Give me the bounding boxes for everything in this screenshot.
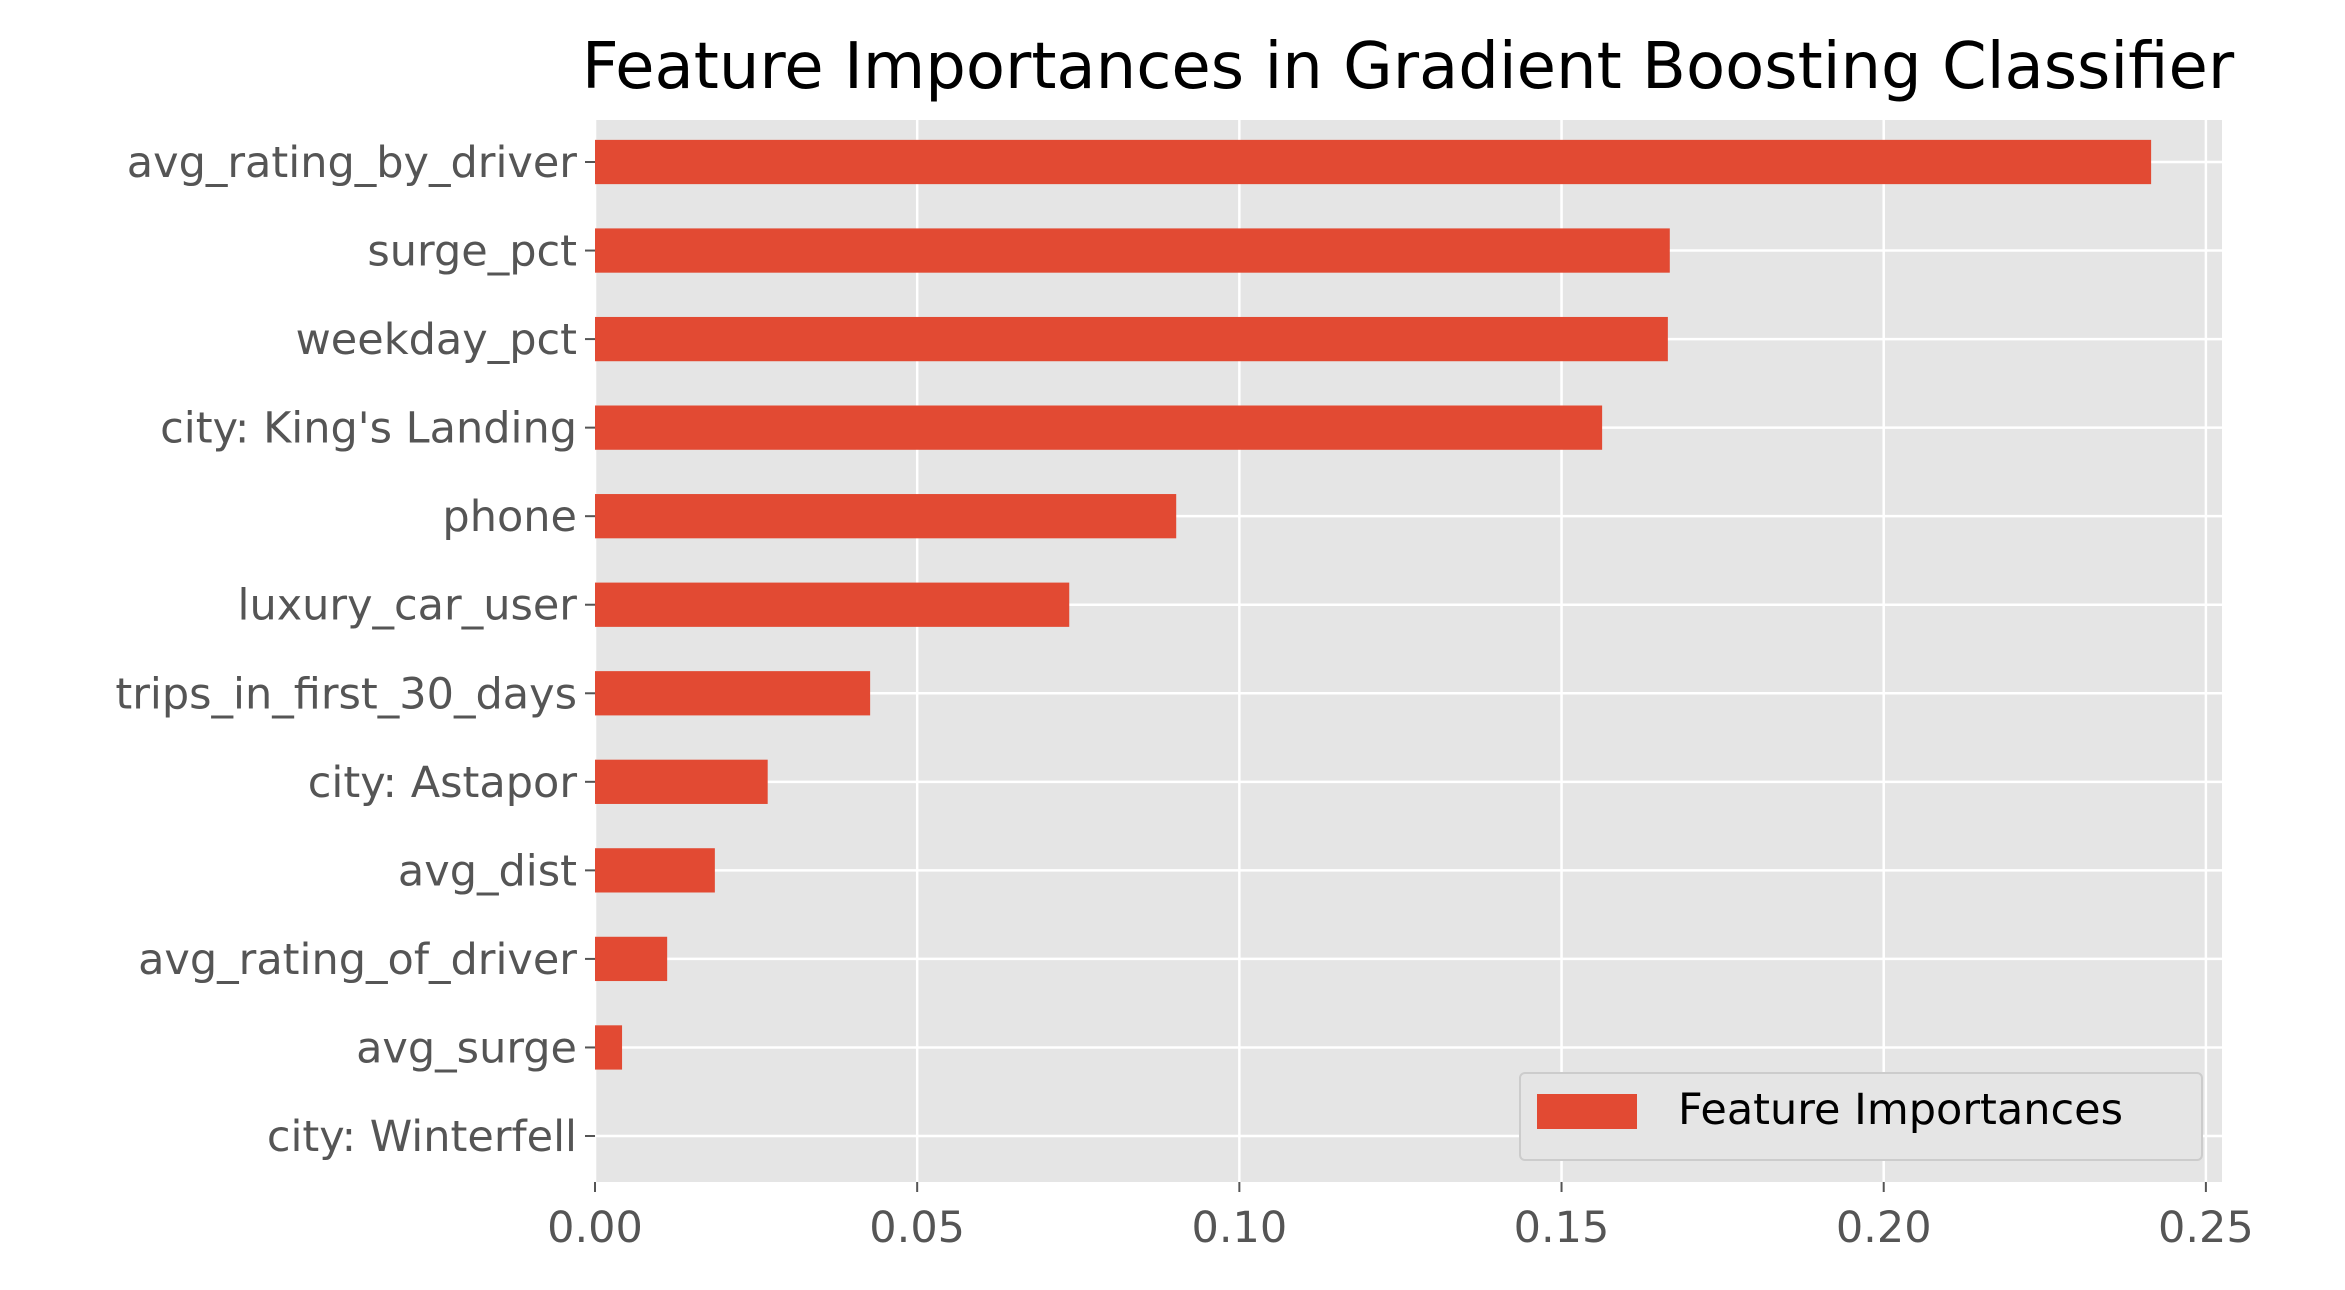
y-tick-label: avg_surge [356,1023,577,1073]
legend-box [1519,1072,2203,1161]
bar [595,228,1670,273]
legend: Feature Importances [1519,1072,2203,1161]
y-tick-label: avg_rating_by_driver [127,138,578,188]
bars [595,139,2152,1070]
legend-label: Feature Importances [1678,1085,2123,1135]
bar [595,936,668,982]
x-tick-labels: 0.00 0.05 0.10 0.15 0.20 0.25 [547,1182,2254,1253]
y-tick-label: phone [442,492,577,542]
bar [595,671,871,716]
x-tick-label: 0.25 [2158,1203,2254,1253]
bar [595,848,715,893]
y-tick-label: trips_in_first_30_days [115,669,577,719]
x-tick-label: 0.10 [1191,1203,1287,1253]
chart-title: Feature Importances in Gradient Boosting… [582,30,2235,104]
x-tick-label: 0.00 [547,1203,643,1253]
x-tick-label: 0.05 [869,1203,965,1253]
y-tick-label: weekday_pct [296,315,577,365]
y-tick-labels: avg_rating_by_driver surge_pct weekday_pct… [115,138,595,1162]
bar [595,582,1070,627]
bar [595,1025,623,1070]
bar [595,494,1177,539]
bar [595,316,1668,362]
bar [595,759,768,804]
bar [595,405,1603,450]
y-tick-label: surge_pct [367,227,577,277]
bar [595,139,2152,185]
legend-swatch [1537,1094,1637,1129]
plot-background [595,120,2222,1182]
x-tick-label: 0.20 [1836,1203,1932,1253]
y-tick-label: avg_rating_of_driver [138,935,577,985]
x-tick-label: 0.15 [1514,1203,1610,1253]
y-tick-label: city: King's Landing [160,404,577,454]
y-tick-label: city: Astapor [308,758,578,808]
y-tick-label: city: Winterfell [267,1112,577,1162]
y-tick-label: luxury_car_user [238,581,578,631]
y-tick-label: avg_dist [398,846,577,896]
